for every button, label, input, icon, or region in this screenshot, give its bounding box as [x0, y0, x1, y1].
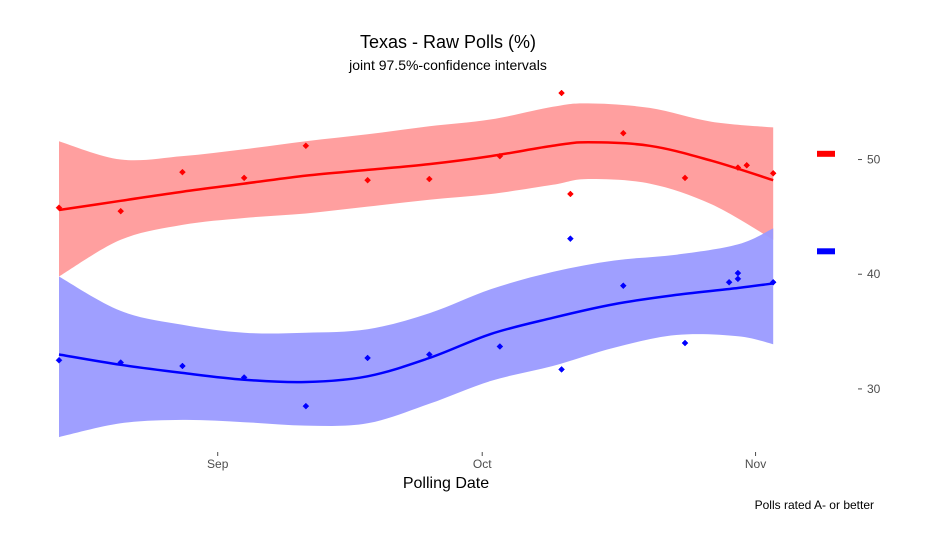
poll-point — [364, 176, 371, 184]
trend-line-0 — [58, 141, 774, 212]
poll-points — [55, 89, 777, 410]
poll-point — [769, 278, 777, 286]
poll-point — [364, 354, 371, 362]
poll-point — [425, 351, 433, 358]
poll-point — [681, 174, 689, 182]
poll-point — [117, 359, 125, 366]
poll-point — [425, 175, 433, 183]
poll-point — [558, 366, 565, 373]
poll-point — [302, 142, 310, 150]
confidence-band-1 — [59, 228, 774, 438]
poll-point — [769, 169, 777, 177]
y-tick-label: 50 — [867, 153, 881, 167]
legend — [817, 150, 835, 255]
poll-point — [240, 374, 248, 381]
poll-point — [179, 168, 186, 176]
chart-subtitle: joint 97.5%-confidence intervals — [348, 57, 547, 73]
poll-point — [743, 161, 751, 169]
poll-point — [117, 207, 125, 215]
poll-point — [681, 339, 689, 347]
chart-title: Texas - Raw Polls (%) — [360, 32, 536, 52]
poll-point — [558, 89, 565, 97]
poll-point — [496, 152, 504, 160]
poll-point — [55, 356, 63, 364]
poll-point — [179, 362, 186, 370]
poll-point — [734, 269, 742, 277]
y-axis: 30 40 50 — [858, 153, 881, 396]
y-tick-label: 30 — [867, 382, 881, 396]
trend-line-1 — [58, 282, 774, 384]
poll-point — [734, 164, 742, 171]
poll-point — [496, 343, 504, 350]
confidence-band-0 — [59, 103, 774, 277]
poll-point — [302, 402, 310, 410]
legend-key-1 — [817, 248, 835, 255]
poll-point — [567, 190, 574, 198]
x-axis: Sep Oct Nov — [207, 452, 766, 471]
chart-caption: Polls rated A- or better — [755, 498, 874, 512]
poll-point — [55, 204, 63, 212]
trend-lines — [58, 141, 774, 384]
poll-point — [240, 174, 248, 182]
poll-point — [734, 275, 742, 283]
poll-point — [619, 282, 627, 290]
x-tick-label: Nov — [745, 457, 766, 471]
poll-point — [567, 235, 574, 243]
poll-point — [725, 278, 733, 286]
y-tick-label: 40 — [867, 267, 881, 281]
poll-point — [619, 129, 627, 137]
legend-key-0 — [817, 150, 835, 157]
confidence-bands — [59, 103, 774, 438]
x-tick-label: Sep — [207, 457, 229, 471]
x-tick-label: Oct — [473, 457, 492, 471]
x-axis-label: Polling Date — [403, 475, 489, 492]
